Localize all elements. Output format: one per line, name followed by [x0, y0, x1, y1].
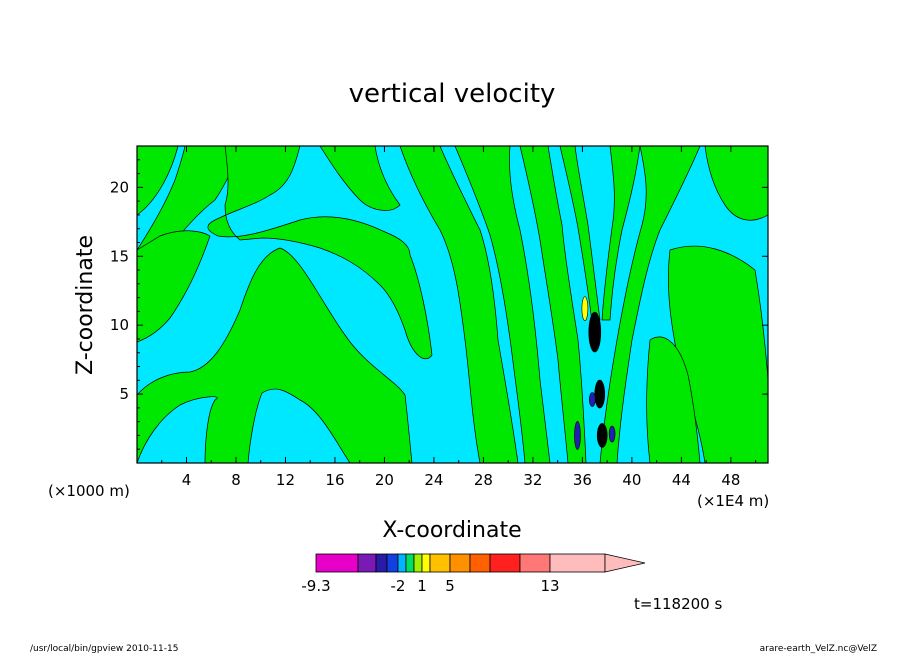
footer-right: arare-earth_VelZ.nc@VelZ — [760, 644, 877, 654]
x-tick-label: 40 — [622, 471, 641, 489]
contour-band — [519, 146, 587, 463]
contour-band — [599, 146, 701, 463]
colorbar-labels: -9.3 -2 1 5 13 — [301, 577, 559, 595]
x-tick-label: 4 — [182, 471, 192, 489]
colorbar — [315, 553, 646, 573]
colorbar-segment — [413, 553, 423, 573]
footer-left: /usr/local/bin/gpview 2010-11-15 — [30, 644, 178, 654]
x-tick-label: 16 — [325, 471, 344, 489]
x-tick-label: 28 — [474, 471, 493, 489]
colorbar-tick-label: 1 — [417, 577, 427, 595]
colorbar-segment — [519, 553, 551, 573]
x-unit-left: (×1000 m) — [48, 482, 130, 500]
colorbar-segment — [357, 553, 377, 573]
convective-cell — [594, 379, 606, 409]
colorbar-tick-label: -9.3 — [301, 577, 330, 595]
colorbar-segment — [429, 553, 451, 573]
y-ticks: 5 10 15 20 — [110, 159, 768, 450]
contour-band — [207, 146, 433, 360]
x-tick-label: 44 — [672, 471, 691, 489]
y-tick-label: 10 — [110, 316, 129, 334]
colorbar-segment — [469, 553, 491, 573]
y-tick-label: 5 — [119, 385, 129, 403]
convective-cell — [589, 392, 596, 407]
colorbar-segment — [405, 553, 415, 573]
contour-band — [137, 230, 211, 343]
chart-title: vertical velocity — [349, 79, 556, 109]
x-tick-label: 36 — [573, 471, 592, 489]
convective-cell — [574, 421, 581, 450]
contour-bands — [137, 146, 768, 463]
colorbar-segment — [549, 553, 606, 573]
contour-band — [601, 146, 641, 321]
x-unit-right: (×1E4 m) — [697, 492, 769, 510]
contour-band — [399, 146, 519, 463]
colorbar-extend-arrow — [604, 553, 646, 573]
colorbar-segment — [315, 553, 359, 573]
x-tick-label: 12 — [276, 471, 295, 489]
plot-area — [137, 146, 768, 463]
x-tick-label: 48 — [721, 471, 740, 489]
convective-cell — [608, 425, 616, 443]
colorbar-segment — [449, 553, 471, 573]
x-tick-label: 32 — [523, 471, 542, 489]
y-tick-label: 20 — [110, 178, 129, 196]
colorbar-tick-label: -2 — [391, 577, 406, 595]
y-axis-label: Z-coordinate — [73, 235, 98, 375]
contour-band — [137, 146, 179, 216]
plot-frame — [136, 145, 769, 464]
colorbar-segment — [489, 553, 521, 573]
y-tick-label: 15 — [110, 247, 129, 265]
convective-cells — [574, 296, 616, 450]
contour-band — [646, 336, 701, 463]
colorbar-segment — [397, 553, 407, 573]
x-tick-label: 24 — [424, 471, 443, 489]
convective-cell — [596, 423, 608, 448]
x-tick-label: 8 — [231, 471, 241, 489]
colorbar-tick-label: 5 — [445, 577, 455, 595]
colorbar-segment — [386, 553, 399, 573]
colorbar-tick-label: 13 — [540, 577, 559, 595]
x-tick-label: 20 — [375, 471, 394, 489]
colorbar-segment — [375, 553, 388, 573]
contour-band — [319, 146, 401, 211]
convective-cell — [588, 311, 602, 353]
x-axis-label: X-coordinate — [382, 518, 521, 543]
x-ticks: 4 8 12 16 20 24 28 32 36 40 44 48 — [161, 146, 757, 489]
colorbar-segment — [421, 553, 431, 573]
convective-cell — [581, 296, 589, 321]
contour-band — [704, 146, 768, 221]
time-label: t=118200 s — [634, 595, 722, 613]
